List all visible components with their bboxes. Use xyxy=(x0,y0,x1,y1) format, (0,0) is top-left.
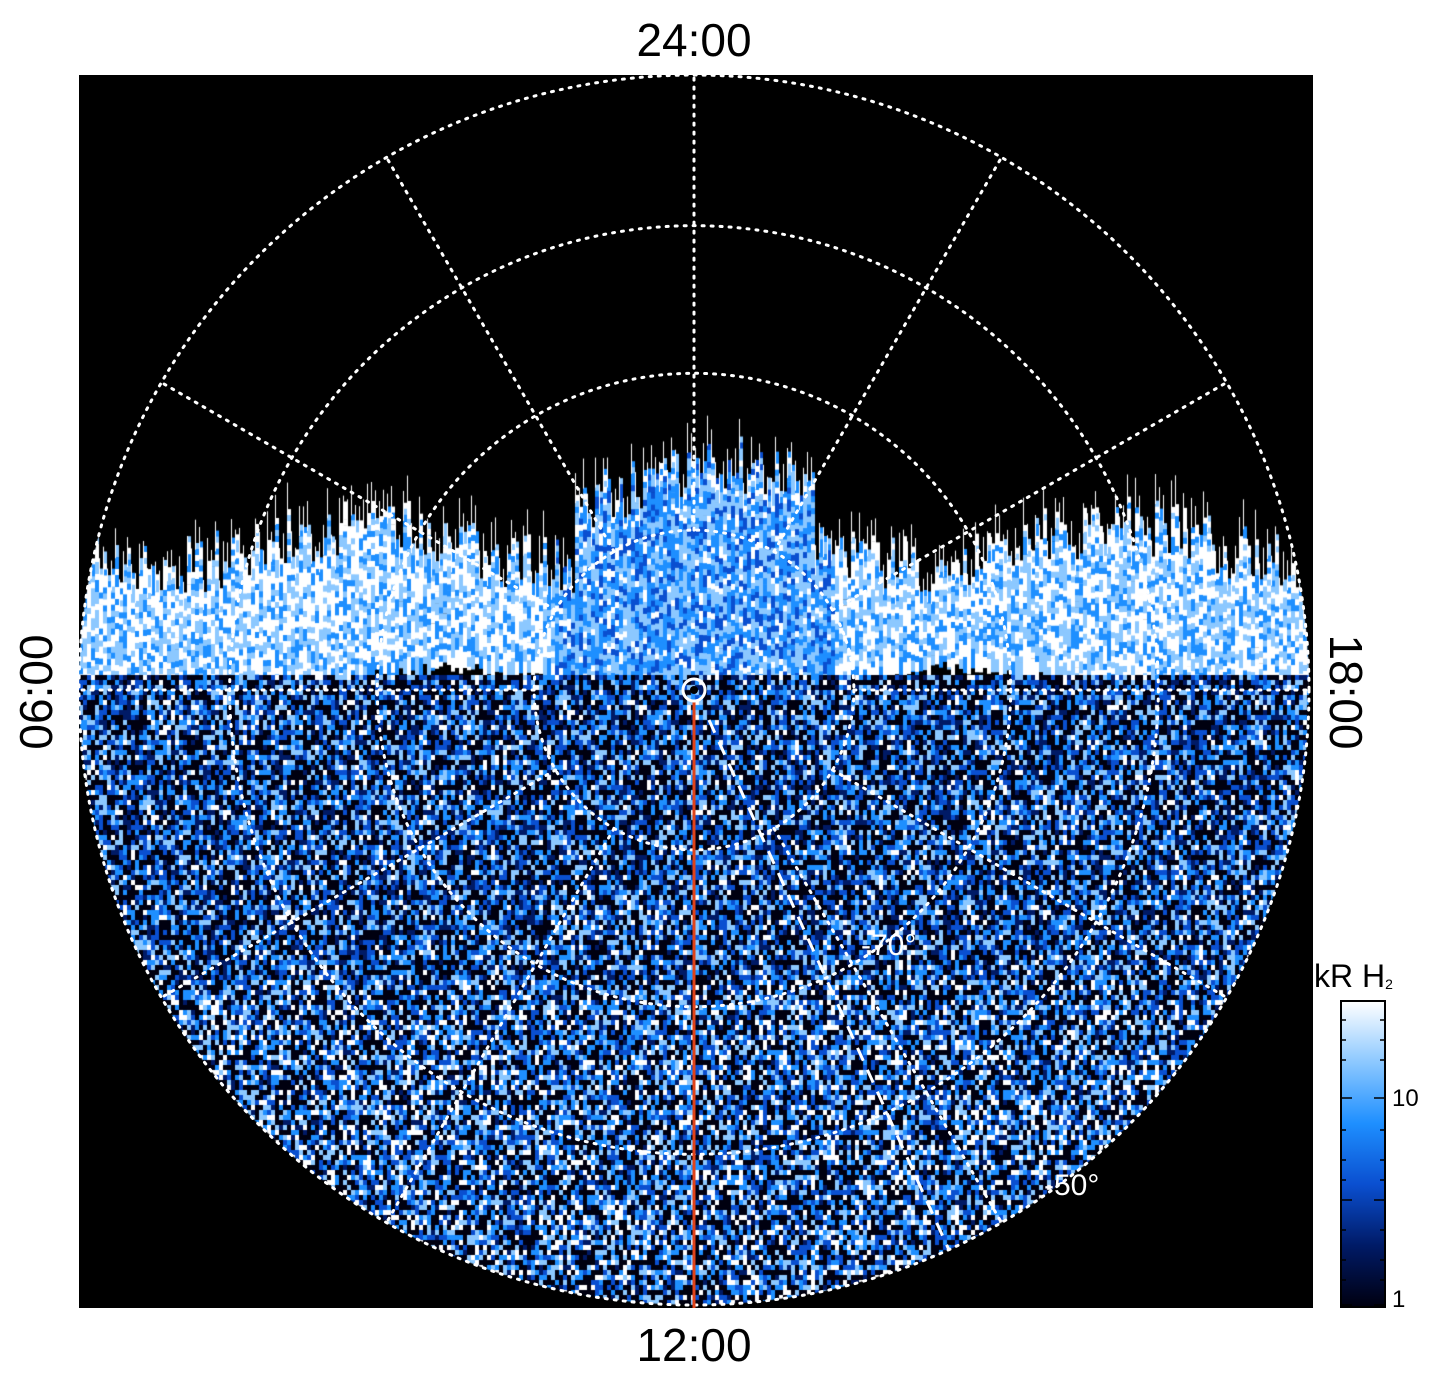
colorbar-tick-1: 1 xyxy=(1392,1286,1406,1313)
local-time-label-06: 06:00 xyxy=(10,634,62,750)
latitude-label-50: -50° xyxy=(1044,1169,1099,1202)
longitude-meridian xyxy=(830,768,1229,999)
polar-projection-image: -70° -50° xyxy=(79,75,1313,1308)
pole-marker-ring xyxy=(681,677,707,703)
local-time-label-24: 24:00 xyxy=(636,14,752,66)
grid-overlay: -70° -50° xyxy=(79,75,1311,1308)
colorbar xyxy=(1340,1000,1386,1308)
longitude-meridian xyxy=(159,381,558,612)
dashed-reference-line xyxy=(707,719,951,1251)
longitude-meridian xyxy=(385,155,616,554)
colorbar-tick-10: 10 xyxy=(1392,1085,1419,1112)
colorbar-title: kR H2 xyxy=(1314,958,1393,994)
longitude-meridian xyxy=(159,768,558,999)
local-time-label-18: 18:00 xyxy=(1320,634,1372,750)
longitude-meridian xyxy=(830,381,1229,612)
pole-marker-dot xyxy=(690,686,698,694)
longitude-meridian xyxy=(385,826,616,1225)
local-time-label-12: 12:00 xyxy=(636,1319,752,1371)
longitude-meridian xyxy=(772,155,1003,554)
latitude-label-70: -70° xyxy=(861,929,916,962)
longitude-meridian xyxy=(772,826,1003,1225)
